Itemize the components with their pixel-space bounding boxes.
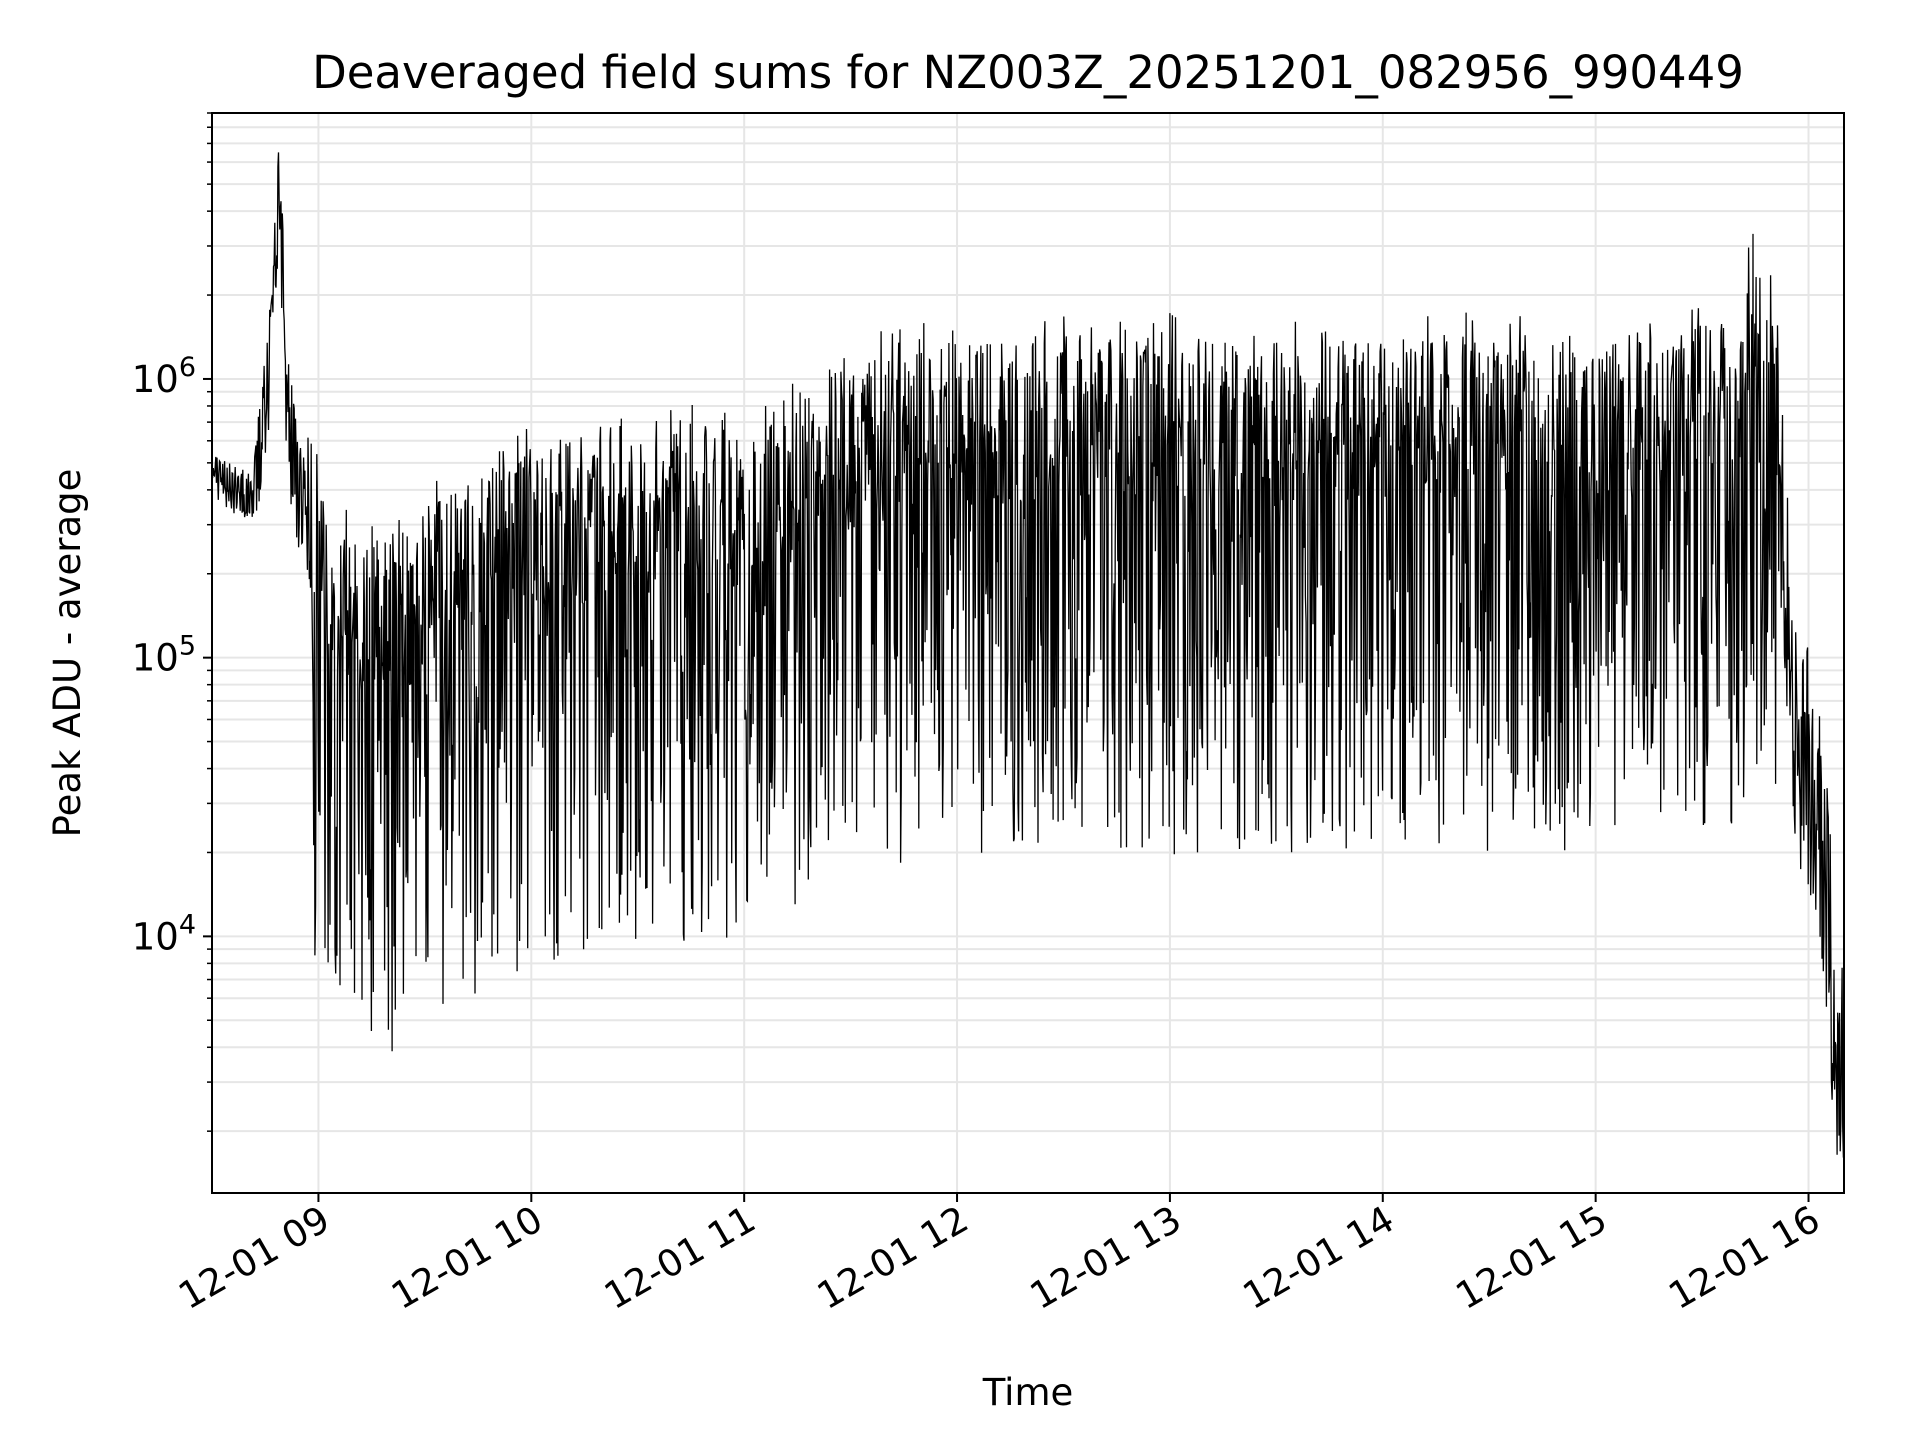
- chart-title: Deaveraged field sums for NZ003Z_2025120…: [312, 46, 1744, 99]
- y-axis-label: Peak ADU - average: [46, 469, 89, 838]
- y-tick-label: 106: [132, 352, 196, 401]
- y-tick-label: 105: [132, 631, 196, 680]
- series-line: [211, 152, 1845, 1158]
- y-tick-label: 104: [132, 909, 196, 958]
- plot-frame: [211, 112, 1845, 1194]
- plot-lines: [211, 152, 1845, 1158]
- ticks: [203, 112, 1810, 1202]
- x-axis-label: Time: [982, 1371, 1074, 1414]
